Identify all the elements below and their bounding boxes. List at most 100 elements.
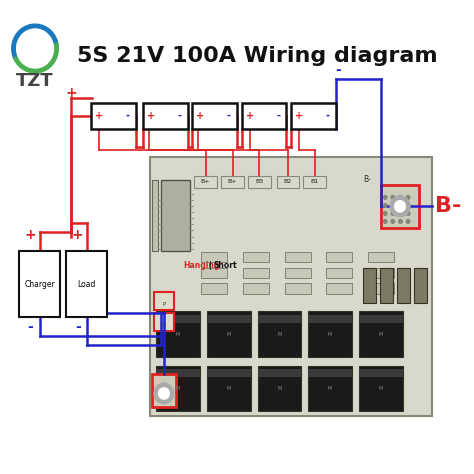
Bar [359, 369, 403, 377]
Circle shape [399, 211, 402, 215]
Text: P: P [162, 302, 165, 307]
Bar [221, 176, 244, 188]
Circle shape [391, 203, 394, 207]
Bar [284, 283, 310, 293]
Text: +: + [65, 86, 77, 100]
Bar [359, 365, 403, 411]
Text: M: M [328, 386, 332, 391]
Text: +: + [147, 110, 155, 121]
Bar [248, 176, 271, 188]
Bar [156, 365, 200, 411]
Bar [368, 252, 394, 263]
Text: M: M [176, 332, 180, 337]
Bar [207, 311, 251, 357]
Bar [381, 185, 419, 228]
Bar [309, 311, 352, 357]
Text: +: + [246, 110, 254, 121]
Bar [154, 313, 174, 331]
Text: 5S 21V 100A Wiring diagram: 5S 21V 100A Wiring diagram [77, 46, 438, 65]
Circle shape [391, 196, 394, 199]
Text: M: M [379, 386, 383, 391]
Bar [397, 268, 410, 303]
Bar [156, 311, 200, 357]
Bar [359, 315, 403, 323]
Text: M: M [328, 332, 332, 337]
Bar [201, 283, 227, 293]
Text: C: C [162, 323, 166, 328]
Text: Hanging: Hanging [183, 261, 219, 270]
Bar [66, 251, 107, 317]
Text: +: + [95, 110, 103, 121]
Bar [258, 315, 301, 323]
Bar [276, 176, 299, 188]
Text: M: M [277, 332, 282, 337]
Bar [284, 252, 310, 263]
Text: B1: B1 [310, 179, 319, 184]
Bar [368, 268, 394, 278]
Bar [207, 315, 251, 323]
Bar [327, 268, 352, 278]
Circle shape [383, 211, 387, 215]
Bar [258, 365, 301, 411]
Bar [243, 283, 269, 293]
Circle shape [383, 219, 387, 223]
Text: -: - [126, 110, 130, 121]
Circle shape [399, 219, 402, 223]
Circle shape [399, 196, 402, 199]
Bar [207, 369, 251, 377]
Bar [201, 252, 227, 263]
Text: Charger: Charger [24, 280, 55, 289]
Text: Short: Short [213, 261, 237, 270]
Text: -: - [27, 320, 34, 334]
Text: B3: B3 [255, 179, 264, 184]
Bar [291, 103, 336, 128]
Text: Load: Load [77, 280, 96, 289]
Bar [91, 103, 136, 128]
Text: +: + [295, 110, 303, 121]
Bar [243, 268, 269, 278]
Bar [309, 365, 352, 411]
Text: +: + [72, 228, 83, 242]
Text: -: - [326, 110, 330, 121]
Bar [149, 157, 432, 416]
Circle shape [154, 383, 174, 404]
Circle shape [394, 201, 405, 212]
Bar [309, 369, 352, 377]
Bar [242, 103, 286, 128]
Circle shape [406, 203, 410, 207]
Bar [207, 365, 251, 411]
Bar [258, 369, 301, 377]
Bar [19, 251, 60, 317]
Bar [359, 311, 403, 357]
Bar [194, 176, 217, 188]
Circle shape [406, 219, 410, 223]
Text: B+: B+ [201, 179, 210, 184]
Text: M: M [227, 332, 231, 337]
Circle shape [383, 203, 387, 207]
Bar [309, 315, 352, 323]
Circle shape [399, 203, 402, 207]
Text: M: M [227, 386, 231, 391]
Bar [152, 374, 176, 407]
Bar [368, 283, 394, 293]
Text: -: - [276, 110, 280, 121]
Circle shape [391, 219, 394, 223]
Bar [143, 103, 188, 128]
Circle shape [391, 211, 394, 215]
Circle shape [158, 388, 169, 399]
Text: -: - [227, 110, 231, 121]
Circle shape [390, 196, 410, 217]
Text: -: - [335, 63, 341, 77]
Circle shape [406, 211, 410, 215]
Text: -: - [75, 320, 81, 334]
Bar [327, 252, 352, 263]
Bar [380, 268, 393, 303]
Text: -: - [178, 110, 182, 121]
Text: +: + [25, 228, 36, 242]
Text: B-: B- [363, 175, 371, 184]
Bar [156, 315, 200, 323]
Bar [161, 181, 190, 251]
Text: B-: B- [435, 196, 461, 216]
Bar [258, 311, 301, 357]
Bar [327, 283, 352, 293]
